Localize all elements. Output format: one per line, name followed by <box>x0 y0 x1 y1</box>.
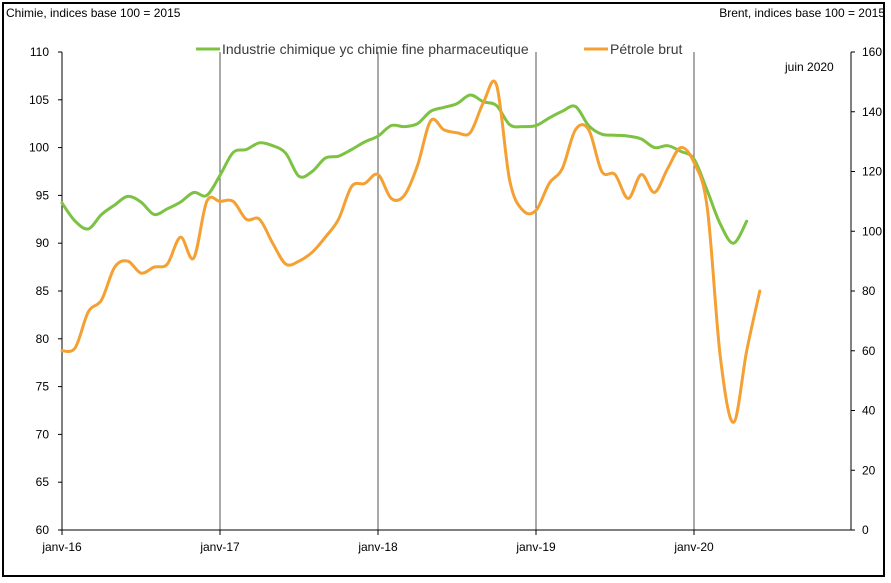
y-right-tick-label: 0 <box>862 523 869 537</box>
right-axis-ticks: 0 20 40 60 80 100 120 140 160 <box>851 45 882 537</box>
axes <box>61 52 852 531</box>
left-axis-ticks: 60 65 70 75 80 85 90 95 100 105 110 <box>29 45 62 537</box>
series-line-2 <box>60 79 762 424</box>
legend-label-2: Pétrole brut <box>610 41 682 57</box>
series-line-1 <box>60 93 749 245</box>
series-layer <box>60 79 762 424</box>
legend-label-1: Industrie chimique yc chimie fine pharma… <box>222 41 529 57</box>
y-right-tick-label: 100 <box>862 224 882 238</box>
y-left-tick-label: 75 <box>36 380 50 394</box>
x-tick-label: janv-20 <box>673 540 714 554</box>
legend: Industrie chimique yc chimie fine pharma… <box>196 41 682 57</box>
y-left-tick-label: 80 <box>36 332 50 346</box>
y-right-tick-label: 120 <box>862 165 882 179</box>
y-left-tick-label: 90 <box>36 236 50 250</box>
x-tick-label: janv-16 <box>41 540 82 554</box>
y-right-tick-label: 140 <box>862 105 882 119</box>
y-left-tick-label: 95 <box>36 188 50 202</box>
x-tick-label: janv-18 <box>357 540 398 554</box>
date-annotation: juin 2020 <box>784 60 834 74</box>
x-tick-label: janv-17 <box>199 540 240 554</box>
y-right-tick-label: 160 <box>862 45 882 59</box>
x-axis-ticks: janv-16 janv-17 janv-18 janv-19 janv-20 <box>41 530 714 554</box>
y-right-tick-label: 40 <box>862 404 876 418</box>
y-left-tick-label: 85 <box>36 284 50 298</box>
y-right-tick-label: 80 <box>862 284 876 298</box>
y-left-tick-label: 60 <box>36 523 50 537</box>
y-left-tick-label: 100 <box>29 141 49 155</box>
chart-frame <box>2 2 885 577</box>
y-left-tick-label: 105 <box>29 93 49 107</box>
left-axis-label: Chimie, indices base 100 = 2015 <box>6 6 181 20</box>
y-right-tick-label: 20 <box>862 463 876 477</box>
right-axis-label: Brent, indices base 100 = 2015 <box>719 6 885 20</box>
y-left-tick-label: 70 <box>36 427 50 441</box>
vertical-gridlines <box>219 52 695 530</box>
x-tick-label: janv-19 <box>515 540 556 554</box>
y-left-tick-label: 65 <box>36 475 50 489</box>
y-left-tick-label: 110 <box>30 45 49 59</box>
y-right-tick-label: 60 <box>862 344 876 358</box>
